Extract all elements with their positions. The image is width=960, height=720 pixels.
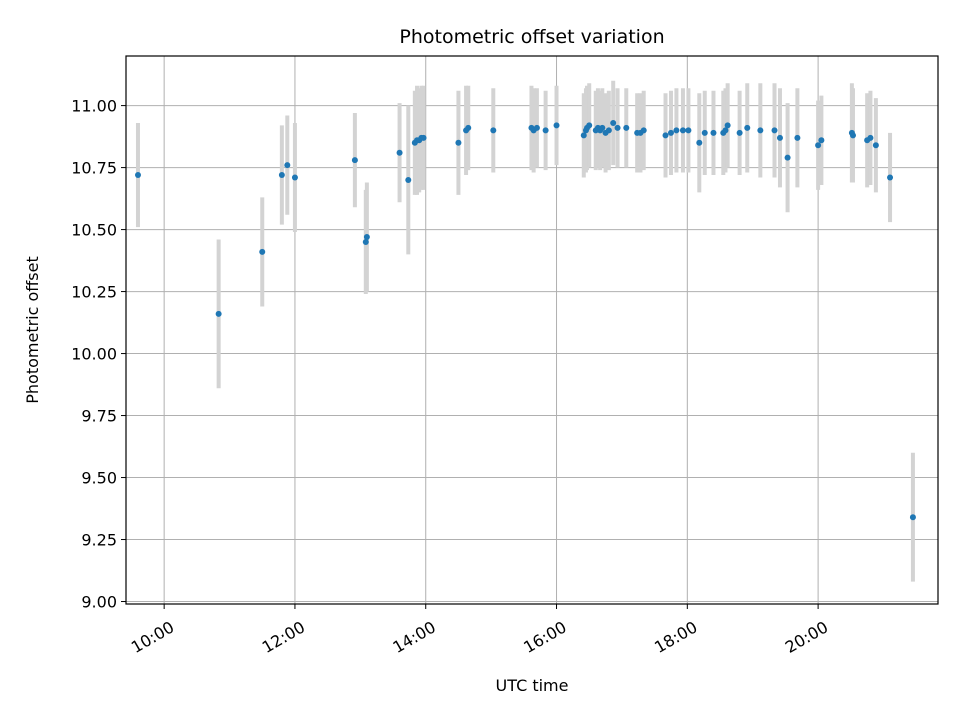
data-point (396, 149, 403, 156)
data-point (614, 124, 621, 131)
data-point (351, 157, 358, 164)
data-point (818, 137, 825, 144)
y-axis-label: Photometric offset (23, 256, 42, 404)
data-point (667, 129, 674, 136)
x-axis-ticks: 10:00 12:00 14:00 16:00 18:00 20:00 (128, 604, 831, 657)
y-tick-label: 10.25 (71, 283, 117, 302)
data-point (580, 132, 587, 139)
data-point (849, 132, 856, 139)
data-point (284, 162, 291, 169)
data-point (291, 174, 298, 181)
data-point (662, 132, 669, 139)
y-axis-ticks: 9.00 9.25 9.50 9.75 10.00 10.25 10.50 10.75 11.0… (71, 97, 126, 612)
data-point (610, 119, 617, 126)
data-point (757, 127, 764, 134)
x-tick-label: 20:00 (782, 617, 831, 657)
data-points (134, 119, 916, 521)
data-point (640, 127, 647, 134)
data-point (533, 124, 540, 131)
y-tick-label: 10.75 (71, 159, 117, 178)
data-point (909, 514, 916, 521)
data-point (405, 176, 412, 183)
x-tick-label: 18:00 (651, 617, 700, 657)
y-tick-label: 10.50 (71, 221, 117, 240)
y-tick-label: 9.00 (81, 593, 117, 612)
data-point (420, 134, 427, 141)
data-point (553, 122, 560, 129)
x-tick-label: 14:00 (389, 617, 438, 657)
data-point (599, 124, 606, 131)
plot-frame (125, 55, 939, 605)
data-point (744, 124, 751, 131)
x-tick-label: 12:00 (259, 617, 308, 657)
chart-title: Photometric offset variation (399, 26, 664, 48)
data-point (696, 139, 703, 146)
data-point (771, 127, 778, 134)
data-point (134, 172, 141, 179)
data-point (490, 127, 497, 134)
error-bars (135, 80, 915, 582)
data-point (465, 124, 472, 131)
data-point (794, 134, 801, 141)
data-point (722, 127, 729, 134)
y-tick-label: 9.50 (81, 469, 117, 488)
data-point (867, 134, 874, 141)
data-point (736, 129, 743, 136)
x-axis-label: UTC time (496, 676, 569, 695)
x-tick-label: 10:00 (128, 617, 177, 657)
data-point (278, 172, 285, 179)
data-point (784, 154, 791, 161)
data-point (701, 129, 708, 136)
data-point (362, 238, 369, 245)
data-point (586, 122, 593, 129)
data-point (363, 234, 370, 241)
data-point (872, 142, 879, 149)
data-point (455, 139, 462, 146)
data-point (724, 122, 731, 129)
data-point (887, 174, 894, 181)
data-point (776, 134, 783, 141)
data-point (215, 310, 222, 317)
y-tick-label: 10.00 (71, 345, 117, 364)
data-point (685, 127, 692, 134)
x-tick-label: 16:00 (520, 617, 569, 657)
y-tick-label: 9.25 (81, 531, 117, 550)
data-point (815, 142, 822, 149)
data-point (623, 124, 630, 131)
data-point (259, 248, 266, 255)
data-point (542, 127, 549, 134)
y-tick-label: 9.75 (81, 407, 117, 426)
data-point (710, 129, 717, 136)
data-point (679, 127, 686, 134)
data-point (605, 127, 612, 134)
y-tick-label: 11.00 (71, 97, 117, 116)
data-point (673, 127, 680, 134)
